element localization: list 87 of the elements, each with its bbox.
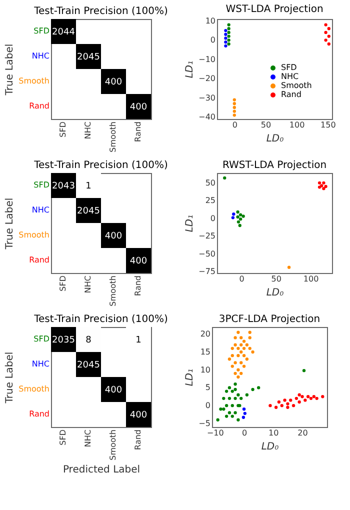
chart-title: WST-LDA Projection — [226, 4, 324, 15]
x-tick-label: 50 — [271, 274, 282, 284]
y-tick-label: NHC — [32, 360, 50, 368]
data-label: 2044 — [52, 28, 76, 38]
y-tick-label: Rand — [29, 410, 50, 418]
x-axis-title: LD₀ — [266, 288, 284, 298]
y-tick-label: Smooth — [18, 384, 50, 394]
x-axis-title: LD₀ — [266, 134, 284, 144]
y-tick-label: NHC — [32, 52, 50, 60]
x-tick-label: 50 — [260, 120, 272, 130]
y-axis-title: True Label — [4, 352, 16, 404]
x-tick-label: 20 — [298, 428, 308, 438]
x-tick-label: Smooth — [108, 276, 118, 306]
y-tick-label: 0 — [210, 36, 216, 45]
x-tick-label: 0 — [242, 428, 248, 438]
legend-label: NHC — [281, 72, 299, 81]
y-tick-label: Rand — [29, 102, 50, 110]
y-axis-title: LD₁ — [184, 368, 196, 386]
data-label: 400 — [130, 256, 148, 266]
x-tick-label: SFD — [58, 122, 68, 138]
y-tick-label: −20 — [198, 74, 216, 84]
y-tick-label: −40 — [198, 112, 216, 122]
y-tick-label: 0 — [210, 214, 216, 223]
y-tick-label: Rand — [29, 256, 50, 264]
x-axis-title: Predicted Label — [62, 464, 140, 476]
data-label: 1 — [136, 336, 142, 346]
data-label: 2045 — [77, 360, 100, 370]
y-tick-label: NHC — [32, 206, 50, 214]
x-tick-label: 100 — [303, 274, 319, 284]
x-tick-label: SFD — [58, 276, 68, 292]
y-tick-label: −10 — [198, 54, 216, 64]
x-tick-label: NHC — [84, 121, 92, 140]
x-tick-label: 10 — [268, 428, 279, 438]
x-tick-label: SFD — [58, 430, 68, 446]
x-tick-label: Smooth — [108, 430, 118, 460]
y-tick-label: SFD — [34, 26, 50, 36]
data-label: 400 — [104, 386, 122, 396]
data-label: 2045 — [77, 206, 100, 216]
x-tick-label: 150 — [320, 120, 336, 130]
y-tick-label: −30 — [198, 93, 216, 102]
data-label: 400 — [130, 410, 148, 420]
y-tick-label: 5 — [205, 383, 210, 392]
y-tick-label: SFD — [34, 180, 50, 190]
x-tick-label: NHC — [84, 275, 92, 294]
y-tick-label: Smooth — [18, 76, 50, 86]
data-label: 400 — [130, 102, 148, 112]
y-axis-title: True Label — [4, 198, 16, 250]
data-label: 2045 — [77, 52, 100, 62]
y-tick-label: SFD — [34, 334, 50, 344]
y-tick-label: 15 — [200, 348, 210, 356]
chart-title: Test-Train Precision (100%) — [33, 314, 168, 325]
x-tick-label: 0 — [239, 274, 244, 284]
y-tick-label: 10 — [200, 365, 210, 374]
y-tick-label: −25 — [198, 232, 216, 241]
y-tick-label: 50 — [205, 178, 216, 188]
data-label: 400 — [104, 232, 122, 242]
legend-label: SFD — [281, 63, 297, 72]
chart-title: Test-Train Precision (100%) — [33, 160, 168, 171]
legend-label: Smooth — [281, 81, 312, 90]
data-label: 2035 — [52, 336, 75, 346]
data-label: 400 — [104, 78, 122, 88]
chart-title: 3PCF-LDA Projection — [218, 314, 320, 325]
x-tick-label: 100 — [289, 120, 305, 130]
y-axis-title: LD₁ — [184, 60, 196, 78]
y-tick-label: Smooth — [18, 230, 50, 240]
data-label: 2043 — [52, 182, 75, 192]
y-tick-label: 20 — [200, 330, 210, 339]
x-tick-label: Rand — [134, 122, 142, 142]
x-tick-label: 0 — [232, 120, 238, 130]
y-axis-title: LD₁ — [184, 214, 196, 232]
x-tick-label: Smooth — [108, 122, 118, 152]
x-tick-label: Rand — [134, 430, 142, 450]
x-axis-title: LD₀ — [261, 442, 279, 452]
chart-title: Test-Train Precision (100%) — [33, 6, 168, 17]
legend-label: Rand — [281, 90, 302, 99]
y-tick-label: −75 — [198, 267, 216, 276]
data-label: 8 — [86, 336, 92, 346]
data-label: 1 — [86, 182, 92, 192]
y-tick-label: −50 — [198, 249, 216, 258]
x-tick-label: NHC — [84, 429, 92, 448]
y-tick-label: 25 — [205, 196, 216, 206]
chart-title: RWST-LDA Projection — [222, 160, 327, 171]
y-axis-title: True Label — [4, 44, 16, 96]
y-tick-label: 10 — [205, 16, 216, 26]
y-tick-label: −5 — [198, 418, 210, 428]
x-tick-label: Rand — [134, 276, 142, 296]
y-tick-label: 0 — [205, 401, 210, 410]
